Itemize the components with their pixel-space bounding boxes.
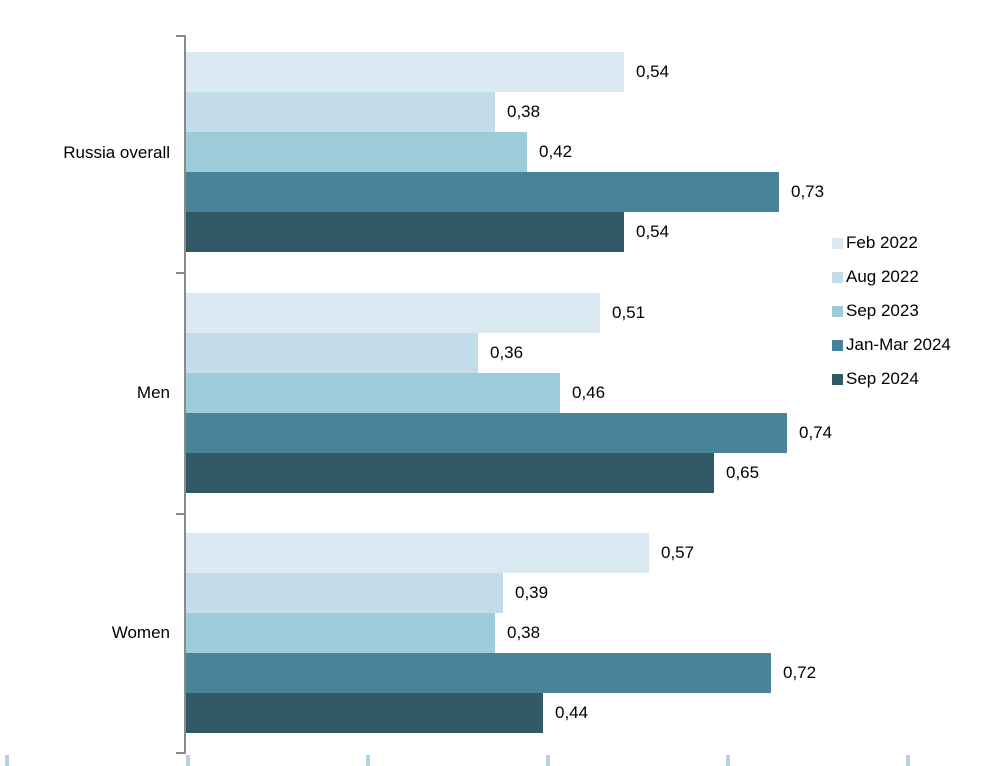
bar-women-sep-2024 <box>186 693 543 733</box>
bar-men-sep-2023 <box>186 373 560 413</box>
value-label-women-sep-2023: 0,38 <box>507 623 541 642</box>
value-label-men-jan-mar-2024: 0,74 <box>799 423 833 442</box>
legend-swatch-icon <box>832 339 843 351</box>
legend-swatch-icon <box>832 373 843 385</box>
bar-russia-overall-jan-mar-2024 <box>186 172 779 212</box>
value-label-russia-overall-sep-2024: 0,54 <box>636 222 670 241</box>
legend-item-sep-2024: Sep 2024 <box>832 369 951 389</box>
x-axis-tick <box>366 755 370 766</box>
x-axis-tick <box>906 755 910 766</box>
y-axis-tick <box>176 272 185 274</box>
bar-russia-overall-feb-2022 <box>186 52 624 92</box>
legend-swatch-icon <box>832 271 843 283</box>
legend-item-feb-2022: Feb 2022 <box>832 233 951 253</box>
legend-label: Feb 2022 <box>846 233 918 252</box>
value-label-women-sep-2024: 0,44 <box>555 703 589 722</box>
legend-item-jan-mar-2024: Jan-Mar 2024 <box>832 335 951 355</box>
bar-russia-overall-sep-2023 <box>186 132 527 172</box>
category-label-women: Women <box>111 623 170 642</box>
value-label-russia-overall-aug-2022: 0,38 <box>507 102 541 121</box>
bar-men-jan-mar-2024 <box>186 413 787 453</box>
bar-women-jan-mar-2024 <box>186 653 771 693</box>
legend-label: Sep 2024 <box>846 369 919 388</box>
legend-swatch-icon <box>832 305 843 317</box>
legend-item-aug-2022: Aug 2022 <box>832 267 951 287</box>
x-axis-tick <box>186 755 190 766</box>
bar-men-sep-2024 <box>186 453 714 493</box>
bar-women-aug-2022 <box>186 573 503 613</box>
value-label-women-jan-mar-2024: 0,72 <box>783 663 817 682</box>
y-axis-tick <box>176 513 185 515</box>
value-label-russia-overall-feb-2022: 0,54 <box>636 62 670 81</box>
x-axis-tick <box>726 755 730 766</box>
value-label-men-sep-2024: 0,65 <box>726 463 760 482</box>
bar-women-feb-2022 <box>186 533 649 573</box>
x-axis-tick <box>546 755 550 766</box>
x-axis-tick <box>5 755 9 766</box>
category-label-men: Men <box>136 382 170 402</box>
y-axis-line <box>184 35 186 754</box>
bar-women-sep-2023 <box>186 613 495 653</box>
y-axis-tick <box>176 752 185 754</box>
bar-russia-overall-aug-2022 <box>186 92 495 132</box>
value-label-men-feb-2022: 0,51 <box>612 303 646 322</box>
legend-label: Sep 2023 <box>846 301 919 320</box>
value-label-women-feb-2022: 0,57 <box>661 543 695 562</box>
legend-swatch-icon <box>832 237 843 249</box>
bar-men-aug-2022 <box>186 333 478 373</box>
bar-russia-overall-sep-2024 <box>186 212 624 252</box>
category-label-russia-overall: Russia overall <box>63 143 170 162</box>
value-label-women-aug-2022: 0,39 <box>515 583 549 602</box>
y-axis-tick <box>176 35 185 37</box>
value-label-men-aug-2022: 0,36 <box>490 343 524 362</box>
legend: Feb 2022 Aug 2022 Sep 2023 Jan-Mar 2024 Sep … <box>832 233 951 403</box>
legend-item-sep-2023: Sep 2023 <box>832 301 951 321</box>
legend-label: Jan-Mar 2024 <box>846 335 951 354</box>
value-label-russia-overall-sep-2023: 0,42 <box>539 142 573 161</box>
legend-label: Aug 2022 <box>846 267 919 286</box>
value-label-men-sep-2023: 0,46 <box>572 383 606 402</box>
value-label-russia-overall-jan-mar-2024: 0,73 <box>791 182 825 201</box>
bar-men-feb-2022 <box>186 293 600 333</box>
